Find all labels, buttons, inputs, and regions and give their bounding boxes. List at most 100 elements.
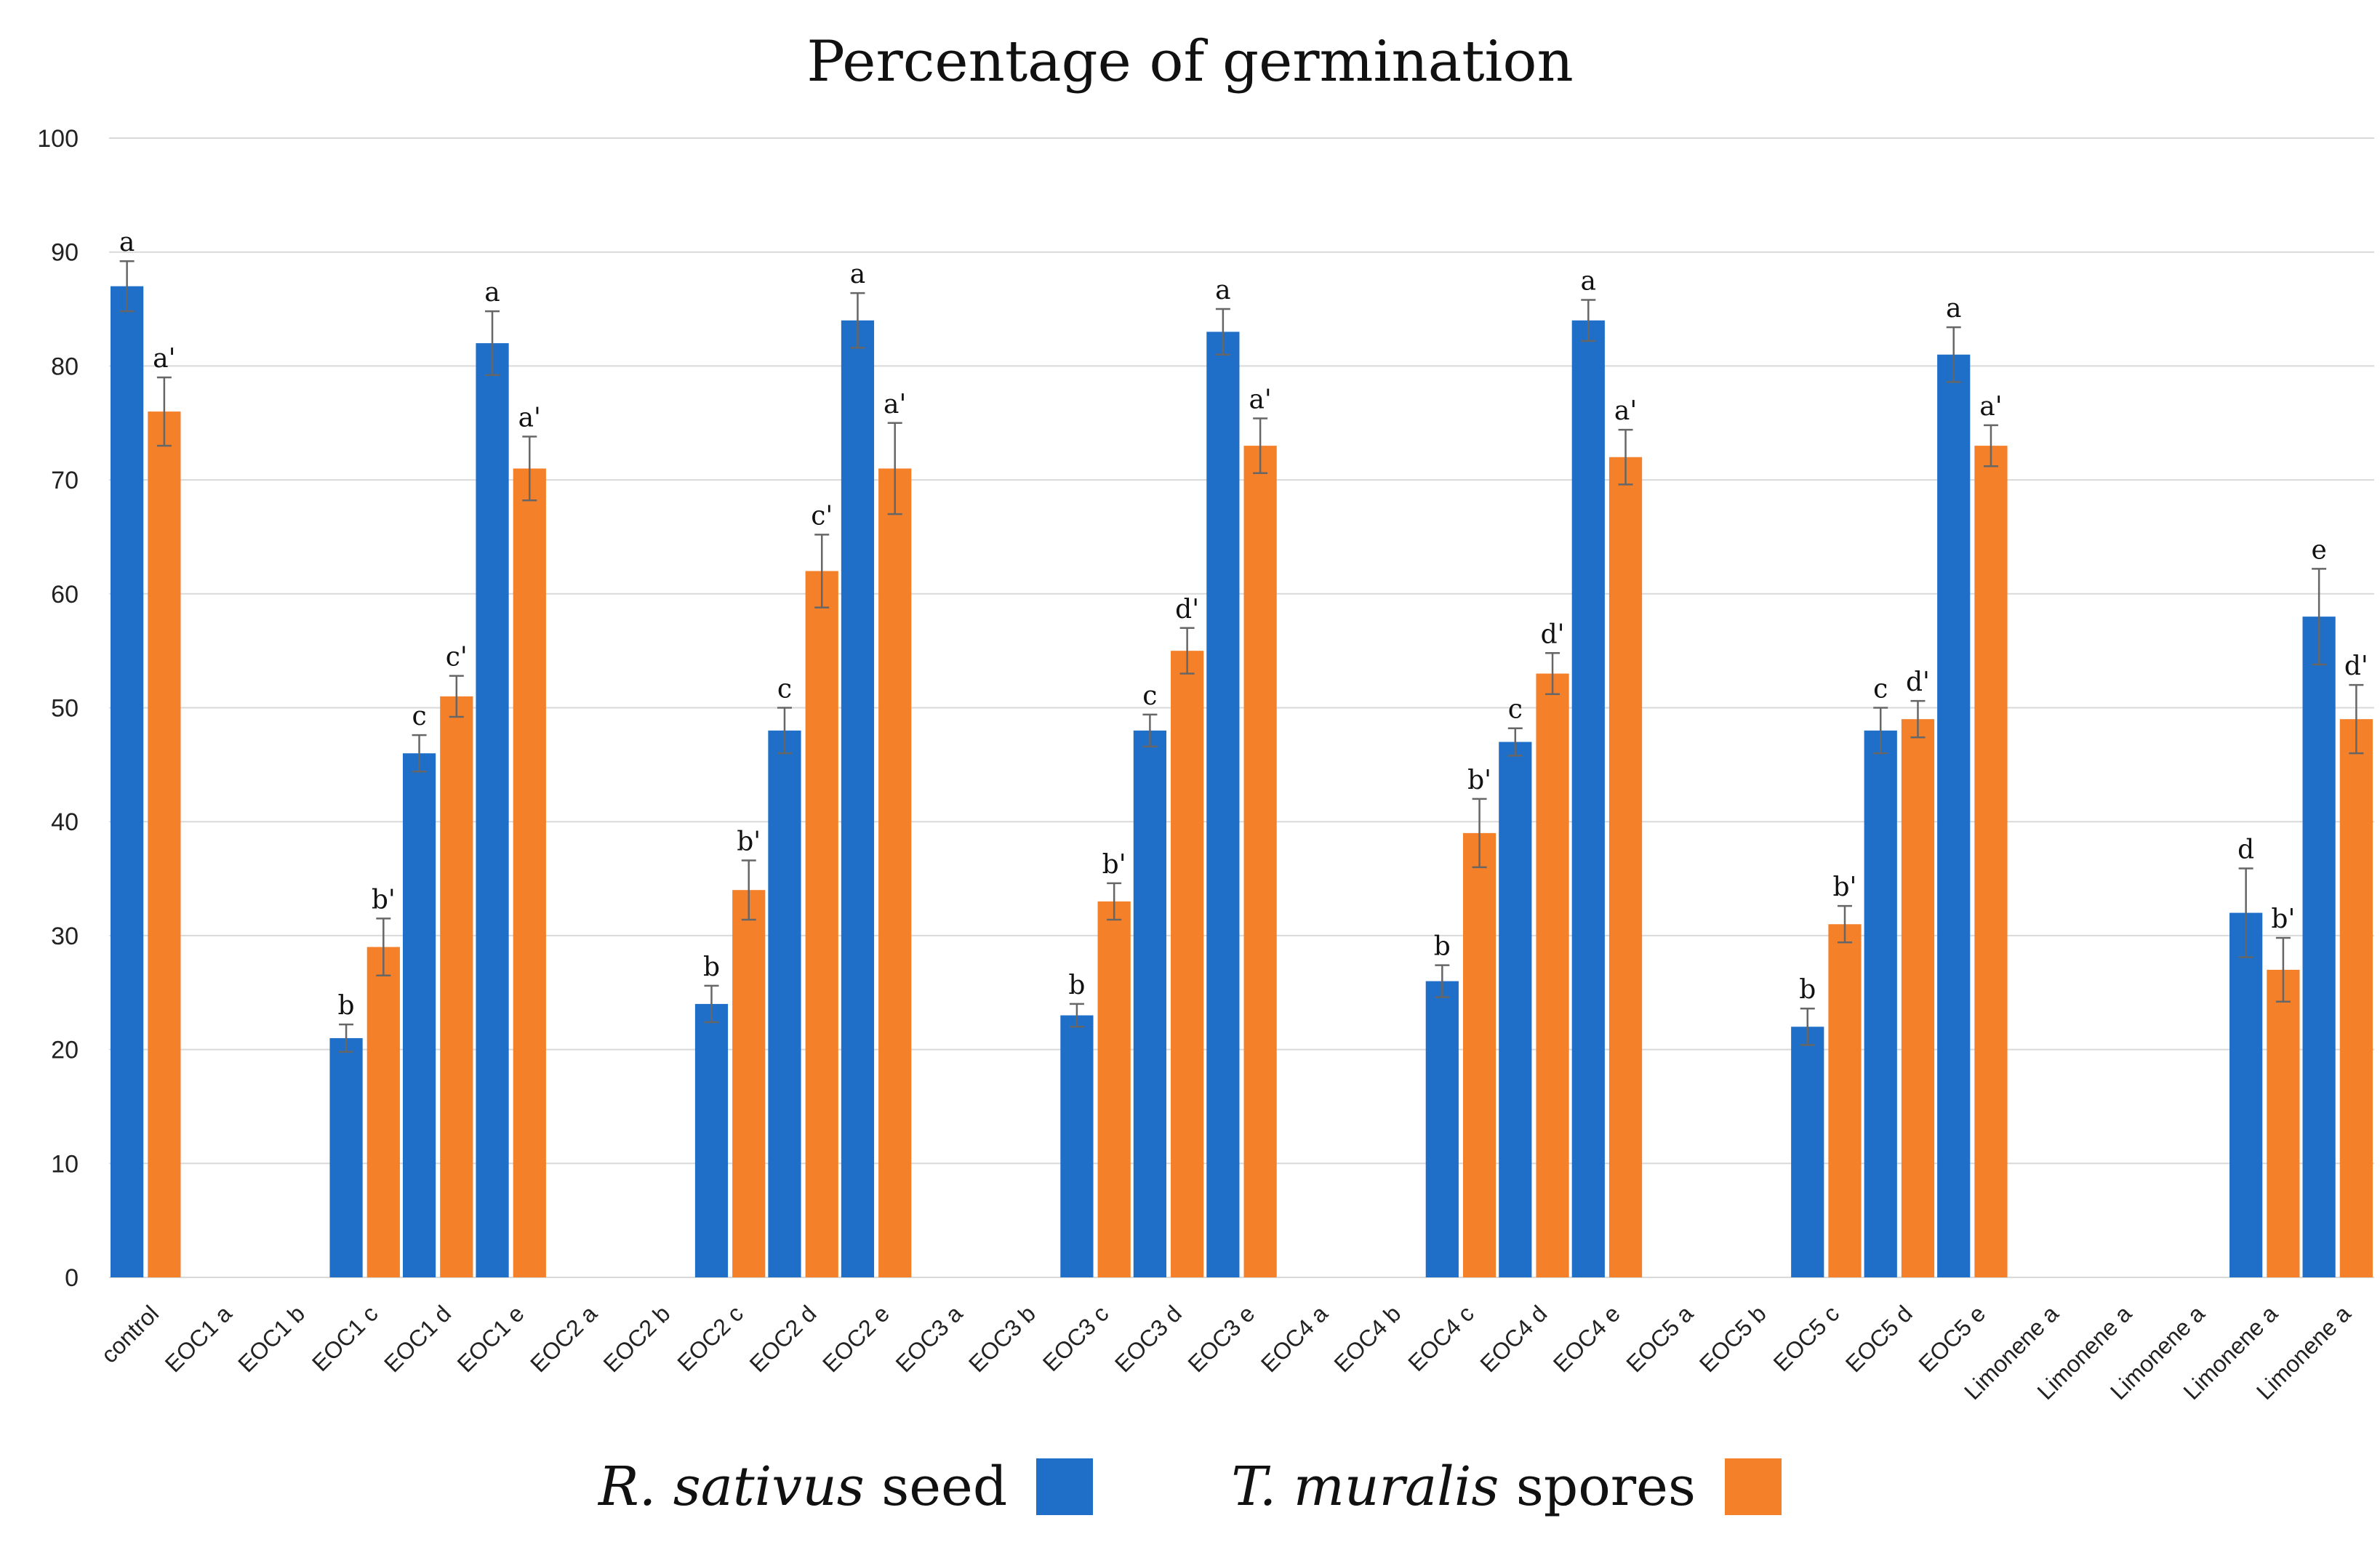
bar bbox=[1060, 1015, 1094, 1277]
significance-label: c bbox=[1142, 681, 1157, 711]
y-tick-label: 60 bbox=[51, 581, 79, 609]
significance-label: a bbox=[850, 260, 865, 289]
bar bbox=[732, 890, 766, 1277]
significance-label: a' bbox=[153, 344, 175, 374]
significance-label: c bbox=[1508, 695, 1523, 725]
bar bbox=[1425, 981, 1459, 1277]
bar bbox=[1571, 320, 1605, 1278]
legend-swatch-r-sativus bbox=[1036, 1458, 1094, 1515]
x-tick-label: EOC4 e bbox=[1548, 1300, 1625, 1377]
significance-label: c bbox=[412, 702, 426, 731]
bar bbox=[2229, 912, 2263, 1277]
significance-label: d' bbox=[1175, 595, 1199, 625]
y-tick-label: 90 bbox=[51, 239, 79, 267]
significance-label: c' bbox=[811, 501, 833, 531]
significance-label: a' bbox=[884, 390, 906, 419]
x-tick-label: EOC2 e bbox=[817, 1300, 894, 1377]
bar bbox=[111, 286, 144, 1278]
bar bbox=[1901, 719, 1935, 1277]
bar bbox=[1937, 354, 1971, 1278]
x-tick-label: EOC3 d bbox=[1110, 1300, 1187, 1377]
y-tick-label: 50 bbox=[51, 695, 79, 723]
legend-item-t-muralis[interactable]: T. muralis spores bbox=[1231, 1455, 1782, 1518]
legend-label-r-sativus: R. sativus seed bbox=[598, 1455, 1008, 1518]
bar bbox=[1791, 1027, 1824, 1277]
bar bbox=[2267, 969, 2300, 1277]
x-tick-label: EOC5 b bbox=[1694, 1300, 1771, 1377]
significance-label: d' bbox=[1906, 667, 1930, 697]
bar bbox=[1864, 730, 1897, 1277]
significance-label: b bbox=[1434, 932, 1451, 962]
bar bbox=[366, 947, 400, 1277]
x-tick-label: EOC2 d bbox=[745, 1300, 822, 1377]
significance-label: a' bbox=[518, 403, 541, 433]
bar bbox=[513, 468, 546, 1278]
significance-label: b' bbox=[1102, 850, 1126, 880]
legend-label-t-muralis: T. muralis spores bbox=[1231, 1455, 1696, 1518]
x-tick-label: EOC5 a bbox=[1621, 1300, 1698, 1377]
significance-label: a bbox=[484, 278, 500, 308]
significance-label: b bbox=[1799, 975, 1816, 1005]
y-tick-label: 10 bbox=[51, 1150, 79, 1178]
bar bbox=[1536, 673, 1569, 1277]
significance-label: c bbox=[777, 675, 792, 704]
bar bbox=[1243, 446, 1277, 1277]
bar bbox=[2339, 719, 2373, 1277]
x-tick-label: EOC4 d bbox=[1475, 1300, 1552, 1377]
bar bbox=[2302, 617, 2336, 1277]
x-tick-label: EOC3 b bbox=[963, 1300, 1041, 1377]
significance-label: c' bbox=[446, 643, 468, 672]
significance-label: a bbox=[119, 228, 135, 257]
y-tick-label: 70 bbox=[51, 467, 79, 494]
significance-label: d' bbox=[1541, 619, 1565, 649]
x-tick-label: EOC1 e bbox=[452, 1300, 529, 1377]
y-tick-label: 80 bbox=[51, 353, 79, 380]
x-tick-label: EOC1 d bbox=[379, 1300, 456, 1377]
x-tick-label: EOC1 c bbox=[307, 1300, 383, 1376]
bar bbox=[805, 571, 838, 1277]
y-tick-label: 100 bbox=[37, 125, 79, 153]
bar bbox=[1828, 924, 1862, 1277]
significance-label: a' bbox=[1979, 392, 2002, 422]
bar bbox=[1608, 457, 1643, 1277]
significance-label: b' bbox=[1833, 872, 1857, 902]
y-tick-label: 30 bbox=[51, 923, 79, 950]
significance-label: a bbox=[1581, 267, 1596, 297]
y-tick-label: 40 bbox=[51, 808, 79, 836]
bar bbox=[1499, 742, 1532, 1277]
significance-label: b bbox=[1068, 971, 1085, 1000]
significance-label: b' bbox=[737, 827, 761, 856]
x-tick-label: EOC4 c bbox=[1403, 1300, 1479, 1376]
significance-label: a bbox=[1215, 276, 1230, 305]
chart-title: Percentage of germination bbox=[806, 29, 1574, 95]
bar bbox=[148, 411, 181, 1277]
y-tick-label: 0 bbox=[65, 1264, 79, 1292]
x-tick-label: EOC1 a bbox=[160, 1300, 237, 1377]
bar bbox=[878, 468, 912, 1278]
bar bbox=[476, 343, 509, 1277]
x-tick-label: EOC3 e bbox=[1183, 1300, 1260, 1377]
significance-label: b bbox=[338, 991, 355, 1021]
bar bbox=[329, 1037, 363, 1277]
bar bbox=[694, 1003, 729, 1277]
significance-label: a' bbox=[1249, 385, 1271, 414]
significance-label: b' bbox=[1467, 766, 1491, 795]
x-tick-label: EOC1 b bbox=[233, 1300, 310, 1377]
x-tick-label: EOC4 b bbox=[1329, 1300, 1406, 1377]
bar bbox=[1206, 332, 1240, 1277]
x-tick-label: EOC2 a bbox=[525, 1300, 602, 1377]
significance-label: d' bbox=[2344, 651, 2368, 681]
significance-label: e bbox=[2311, 535, 2326, 565]
bar bbox=[841, 320, 875, 1278]
significance-label: b' bbox=[2271, 904, 2295, 934]
x-tick-label: EOC3 a bbox=[891, 1300, 968, 1377]
significance-label: d bbox=[2237, 835, 2254, 864]
x-tick-label: EOC5 d bbox=[1840, 1300, 1918, 1377]
bar bbox=[768, 730, 801, 1277]
significance-label: b bbox=[703, 952, 720, 982]
significance-label: a' bbox=[1614, 396, 1637, 426]
bar bbox=[1097, 901, 1131, 1277]
legend-item-r-sativus[interactable]: R. sativus seed bbox=[598, 1455, 1094, 1518]
